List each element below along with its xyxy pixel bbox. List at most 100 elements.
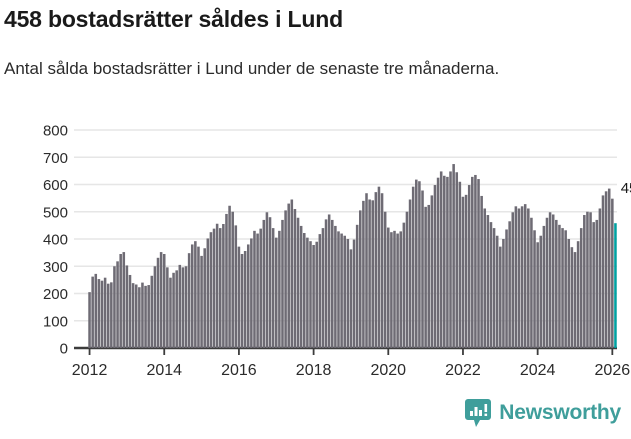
bar — [586, 211, 589, 348]
bar — [467, 185, 471, 348]
bar — [200, 255, 203, 348]
bar — [321, 228, 325, 348]
bar — [116, 261, 119, 348]
bar — [103, 277, 107, 348]
bar — [433, 185, 437, 348]
newsworthy-logo: Newsworthy — [465, 399, 621, 427]
bar — [514, 206, 518, 348]
bar — [281, 219, 284, 348]
bar — [464, 194, 468, 348]
bar — [162, 253, 166, 348]
bar — [558, 224, 561, 348]
bar — [215, 223, 219, 348]
bar — [455, 172, 459, 348]
bar — [530, 217, 533, 348]
bar — [520, 206, 524, 348]
bar — [355, 224, 359, 348]
bar — [595, 219, 599, 348]
bar — [362, 200, 365, 348]
bar-chart: 0 100 200 300 400 500 600 700 800 2012 2014 2016 201… — [43, 123, 631, 380]
bar — [458, 181, 462, 348]
bar — [125, 265, 129, 348]
bar — [427, 204, 431, 348]
bar — [228, 205, 231, 348]
bar — [169, 277, 172, 348]
bar — [499, 246, 502, 348]
bar — [430, 195, 434, 348]
bar — [324, 219, 328, 348]
bar — [147, 285, 150, 348]
bar — [240, 253, 244, 348]
bar — [190, 244, 194, 348]
bar — [601, 195, 605, 348]
bar — [561, 228, 564, 348]
bar — [573, 252, 577, 348]
bar — [486, 215, 490, 348]
bar — [128, 274, 132, 348]
bar — [380, 193, 384, 348]
bar — [178, 264, 182, 348]
bar — [604, 191, 608, 348]
y-axis-tick-label: 300 — [43, 259, 68, 276]
bar — [452, 164, 455, 348]
bar — [144, 285, 147, 348]
chart-plot-area: 0 100 200 300 400 500 600 700 800 2012 2014 2016 201… — [0, 118, 631, 393]
bar — [181, 267, 185, 348]
bar — [343, 235, 346, 348]
bar — [278, 230, 281, 348]
bar — [184, 266, 188, 348]
bar — [508, 221, 511, 348]
y-axis-tick-label: 500 — [43, 204, 68, 221]
y-axis-tick-label: 600 — [43, 177, 68, 194]
bar — [489, 222, 493, 348]
bar — [296, 217, 300, 348]
bar — [551, 214, 555, 348]
bar — [318, 234, 322, 348]
bar — [138, 287, 141, 348]
bar — [579, 228, 583, 348]
bar — [523, 204, 527, 348]
bar — [390, 232, 393, 348]
bar — [268, 217, 272, 348]
bar — [91, 276, 94, 348]
bar — [471, 176, 474, 348]
bar-highlight — [614, 223, 617, 348]
bar — [209, 232, 213, 348]
bar — [256, 233, 259, 348]
x-axis-tick-label: 2024 — [520, 362, 556, 379]
page-title: 458 bostadsrätter såldes i Lund — [4, 6, 343, 32]
x-axis-tick-label: 2020 — [370, 362, 406, 379]
bar — [337, 231, 340, 348]
y-axis-tick-label: 800 — [43, 123, 68, 140]
bar — [461, 196, 465, 348]
bar — [570, 247, 574, 348]
bar — [405, 211, 409, 348]
bar — [589, 212, 592, 348]
bar — [517, 208, 521, 348]
x-axis-tick-label: 2018 — [296, 362, 332, 379]
bar — [607, 188, 611, 348]
x-axis-tick-label: 2022 — [445, 362, 481, 379]
bar — [365, 193, 368, 348]
bar — [218, 228, 222, 348]
bar — [262, 219, 266, 348]
bar — [212, 228, 216, 348]
bar — [141, 282, 144, 348]
bar — [334, 225, 337, 348]
bar — [88, 292, 91, 348]
highlight-value-label: 458 — [621, 180, 631, 197]
bar — [113, 266, 116, 348]
bar — [399, 231, 403, 348]
bar — [359, 210, 362, 348]
bar — [421, 190, 424, 348]
bar — [287, 203, 290, 348]
bar — [598, 208, 602, 348]
bar — [446, 176, 449, 348]
bar — [159, 252, 163, 348]
bar — [436, 177, 440, 348]
bar — [331, 219, 334, 348]
bar — [156, 257, 160, 348]
bar — [312, 245, 315, 348]
bar — [106, 283, 110, 348]
bar — [555, 219, 558, 348]
